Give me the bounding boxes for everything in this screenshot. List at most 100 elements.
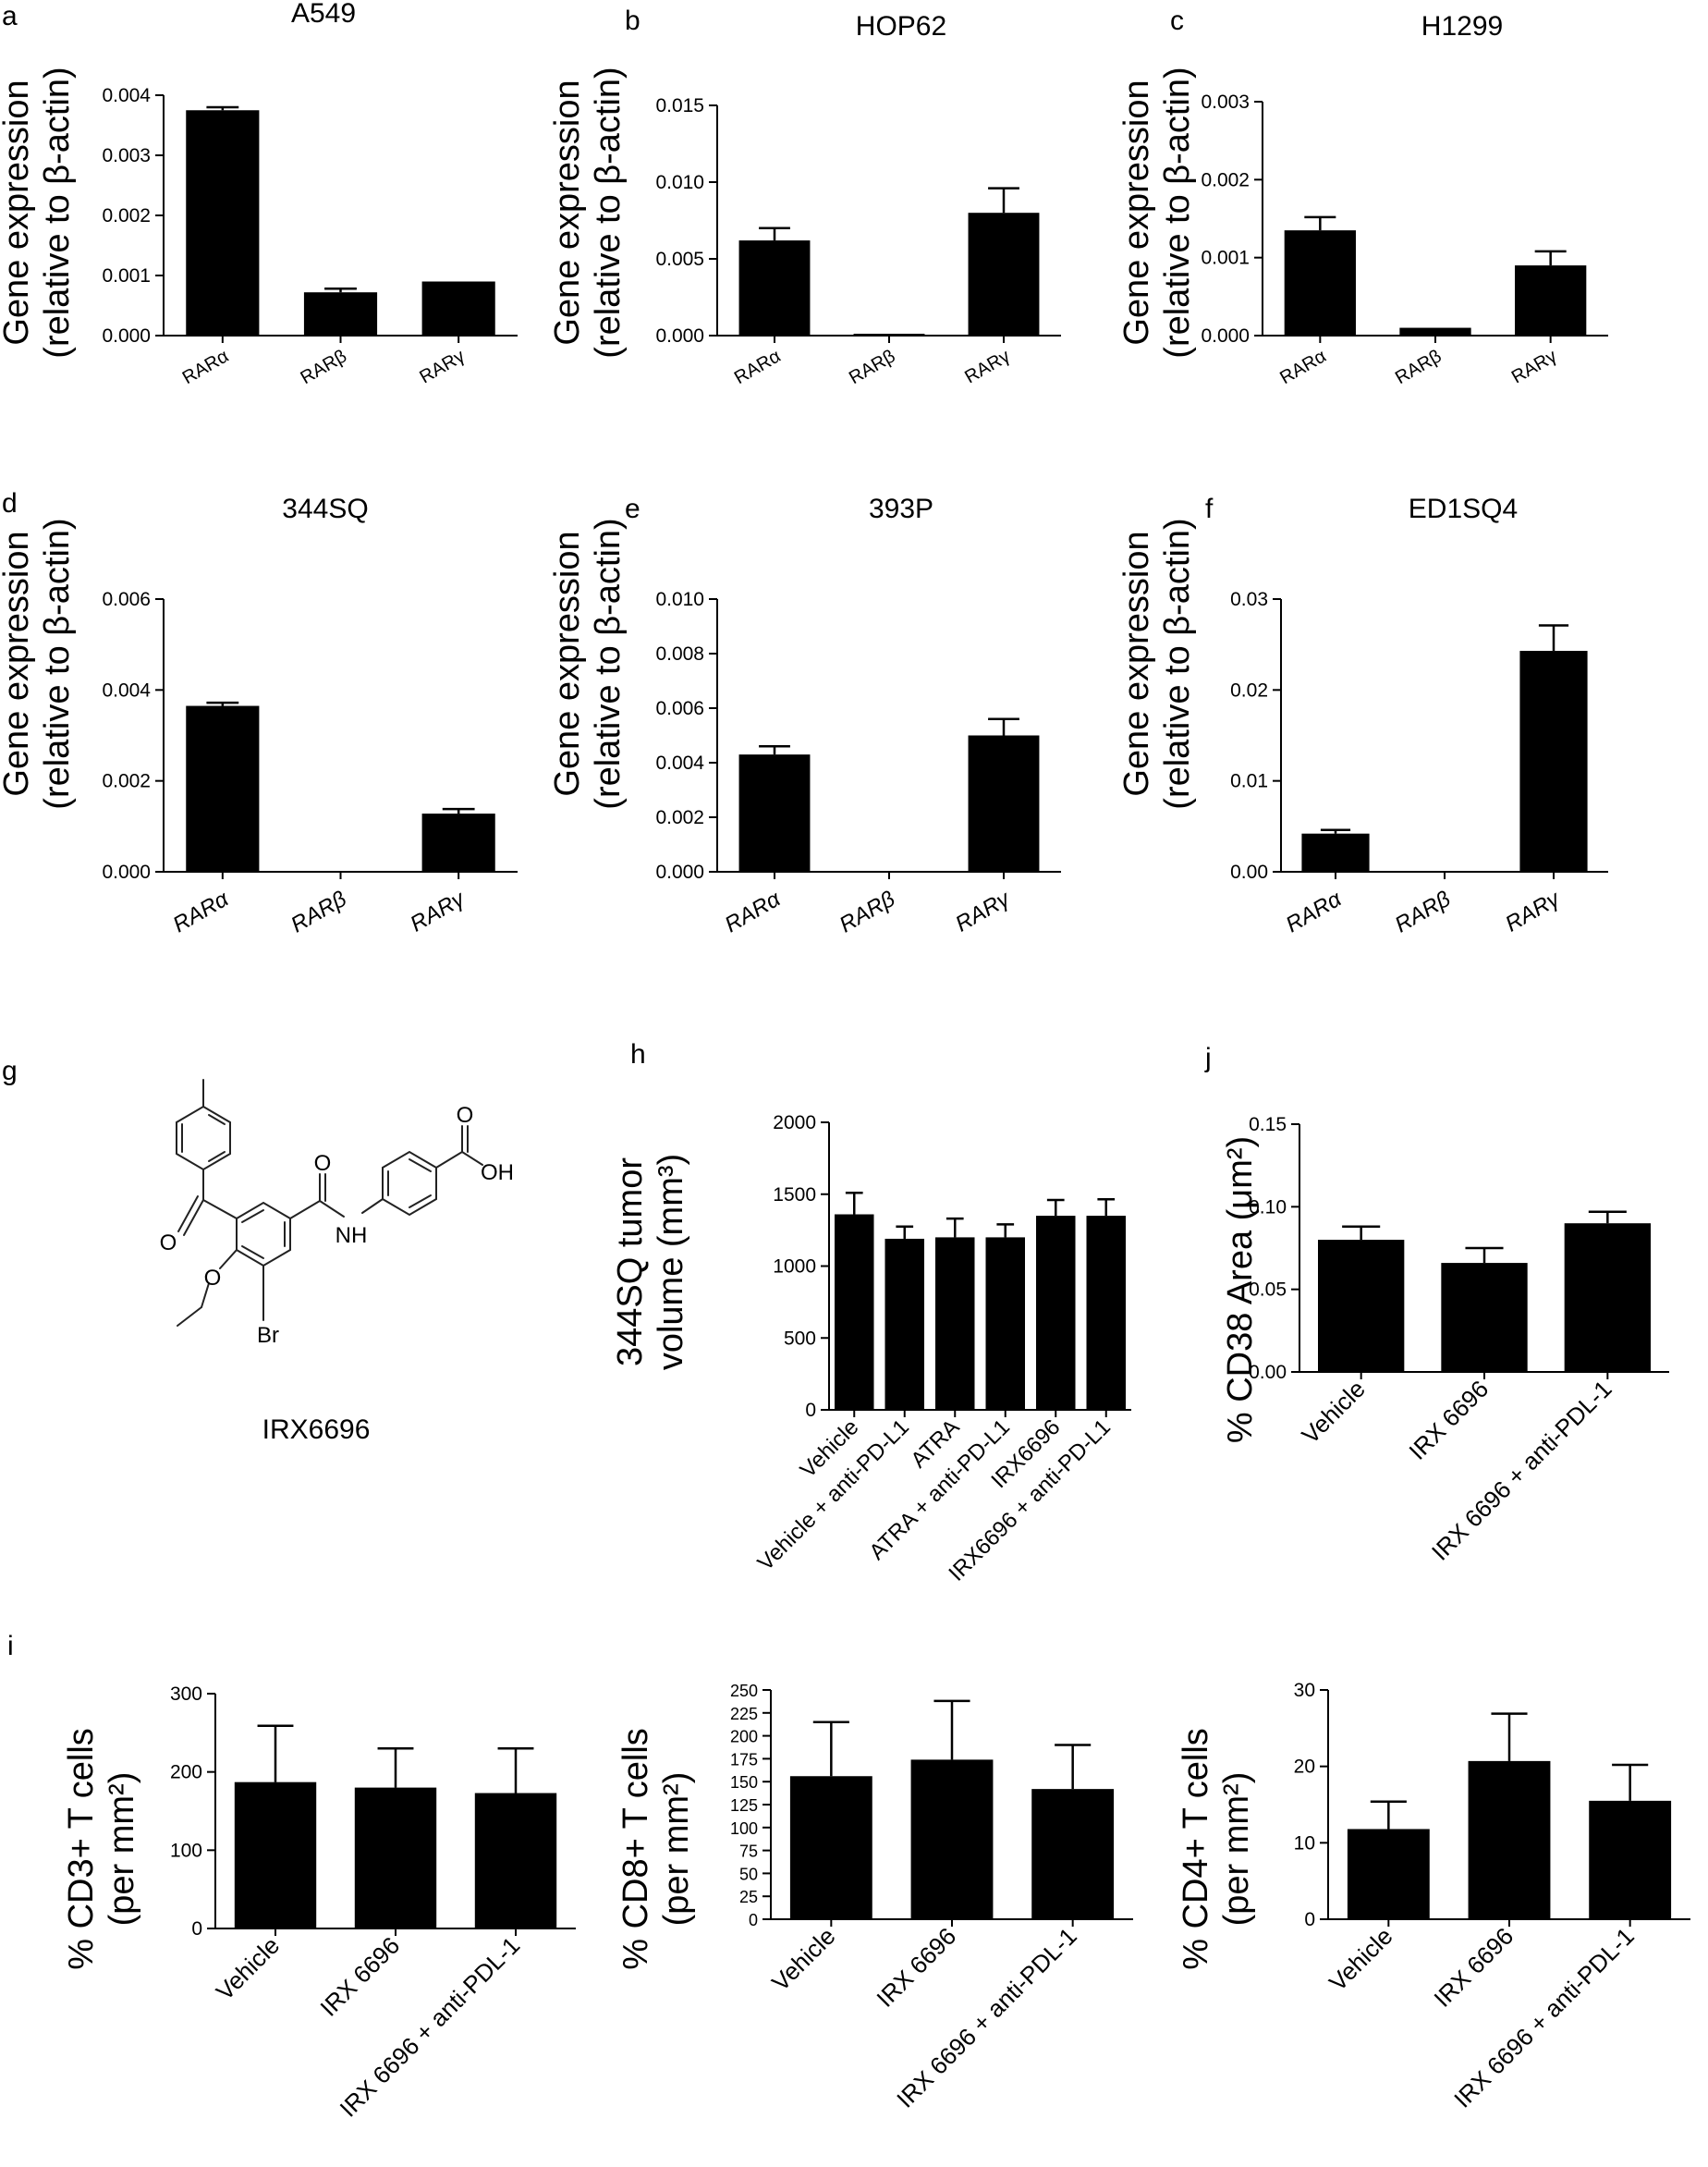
panel-letter-b: b <box>625 6 640 36</box>
atom-label-o-ether: O <box>204 1266 222 1291</box>
panel-letter-a: a <box>2 1 18 31</box>
bond <box>461 1151 483 1166</box>
bar <box>474 1793 557 1928</box>
panel-letter-j: j <box>1204 1043 1212 1073</box>
bar <box>1031 1789 1115 1919</box>
bar <box>1086 1216 1127 1410</box>
bar <box>789 1776 872 1919</box>
y-tick-label: 100 <box>170 1840 202 1861</box>
category-label: RARβ <box>836 887 900 938</box>
panel-letter-c: c <box>1170 6 1184 36</box>
y-tick-label: 300 <box>170 1683 202 1705</box>
category-label: Vehicle <box>766 1922 840 1996</box>
bar <box>738 754 811 872</box>
ylabel-i-cd8: % CD8+ T cells(per mm²) <box>616 1728 696 1970</box>
ylabel-c: Gene expression(relative to β-actin) <box>1117 67 1197 358</box>
bar <box>968 213 1040 336</box>
y-tick-label: 0.015 <box>655 95 704 116</box>
bar <box>968 735 1040 872</box>
bar <box>421 281 495 336</box>
bar <box>1347 1829 1430 1919</box>
category-label: IRX 6696 <box>871 1922 961 2013</box>
compound-name: IRX6696 <box>262 1414 371 1445</box>
panel-letter-d: d <box>2 488 18 519</box>
y-tick-label: 250 <box>730 1682 758 1700</box>
bar <box>186 110 260 336</box>
benzene-ring <box>382 1150 437 1217</box>
y-tick-label: 150 <box>730 1773 758 1792</box>
bar <box>1515 265 1587 336</box>
ylabel-i-cd4: % CD4+ T cells(per mm²) <box>1177 1728 1256 1970</box>
bar <box>1589 1800 1672 1919</box>
y-tick-label: 0.01 <box>1230 771 1268 792</box>
category-label: RARα <box>1282 886 1347 937</box>
category-label: IRX 6696 <box>1428 1922 1519 2013</box>
y-tick-label: 0.003 <box>102 145 151 166</box>
bond <box>409 1158 432 1172</box>
ylabel-d: Gene expression(relative to β-actin) <box>0 518 77 809</box>
category-label: Vehicle <box>211 1931 285 2005</box>
y-tick-label: 500 <box>784 1328 816 1349</box>
bond <box>241 1209 264 1223</box>
y-tick-label: 0.00 <box>1249 1362 1287 1383</box>
panel-title-d: 344SQ <box>282 494 368 524</box>
category-label: RARα <box>179 346 233 388</box>
bar <box>1399 327 1471 336</box>
y-tick-label: 0.000 <box>1201 325 1250 347</box>
y-tick-label: 0.001 <box>1201 248 1250 269</box>
bar <box>1441 1263 1528 1372</box>
bond <box>289 1200 321 1219</box>
panel-title-f: ED1SQ4 <box>1409 494 1518 524</box>
bond <box>208 1151 226 1162</box>
bar <box>910 1759 994 1919</box>
ylabel-i-cd3: % CD3+ T cells(per mm²) <box>62 1728 141 1970</box>
y-tick-label: 0.004 <box>102 679 151 701</box>
y-tick-label: 0.010 <box>655 589 704 610</box>
y-tick-label: 0.010 <box>655 172 704 193</box>
bar <box>985 1237 1026 1410</box>
benzene-ring <box>176 1105 231 1171</box>
y-tick-label: 0.002 <box>655 807 704 828</box>
y-tick-label: 0.10 <box>1249 1196 1287 1218</box>
chemical-structure <box>176 1079 483 1327</box>
bar <box>303 292 378 336</box>
panel-title-e: 393P <box>869 494 933 524</box>
y-tick-label: 0.002 <box>102 771 151 792</box>
bond <box>435 1151 463 1169</box>
ylabel-h: 344SQ tumorvolume (mm³) <box>611 1154 690 1370</box>
bond <box>177 1195 199 1232</box>
bond <box>201 1282 210 1308</box>
category-label: RARγ <box>1508 346 1560 387</box>
category-label: RARγ <box>1501 886 1566 937</box>
chart-e: 0.000 0.002 0.004 0.006 0.008 0.010 RARα RARβ RA… <box>655 589 1061 937</box>
chart-d: 0.000 0.002 0.004 0.006 RARα RARβ RARγ <box>102 589 518 937</box>
panel-title-a: A549 <box>291 0 356 29</box>
category-label: RARβ <box>297 346 350 388</box>
ylabel-f: Gene expression(relative to β-actin) <box>1117 518 1197 809</box>
y-tick-label: 175 <box>730 1750 758 1769</box>
y-tick-label: 0 <box>805 1400 816 1421</box>
category-label: RARβ <box>846 346 899 388</box>
bar <box>1318 1240 1405 1372</box>
bar <box>834 1214 874 1410</box>
ylabel-a: Gene expression(relative to β-actin) <box>0 67 77 358</box>
bar <box>738 240 811 336</box>
y-tick-label: 225 <box>730 1705 758 1723</box>
y-tick-label: 1000 <box>773 1256 816 1278</box>
category-label: Vehicle <box>1296 1375 1370 1449</box>
atom-label-oh: OH <box>481 1160 514 1185</box>
panel-letter-h: h <box>630 1039 646 1070</box>
y-tick-label: 0.15 <box>1249 1114 1287 1135</box>
y-tick-label: 0 <box>749 1911 758 1929</box>
y-tick-label: 0.000 <box>102 862 151 883</box>
bar <box>884 1238 925 1410</box>
y-tick-label: 0.002 <box>102 205 151 226</box>
bar <box>186 705 260 872</box>
ylabel-j: % CD38 Area (μm²) <box>1221 1136 1260 1443</box>
y-tick-label: 75 <box>739 1843 758 1861</box>
y-tick-label: 30 <box>1294 1680 1315 1701</box>
atom-label-o-carbonyl: O <box>160 1230 177 1255</box>
atom-label-br: Br <box>257 1323 279 1348</box>
